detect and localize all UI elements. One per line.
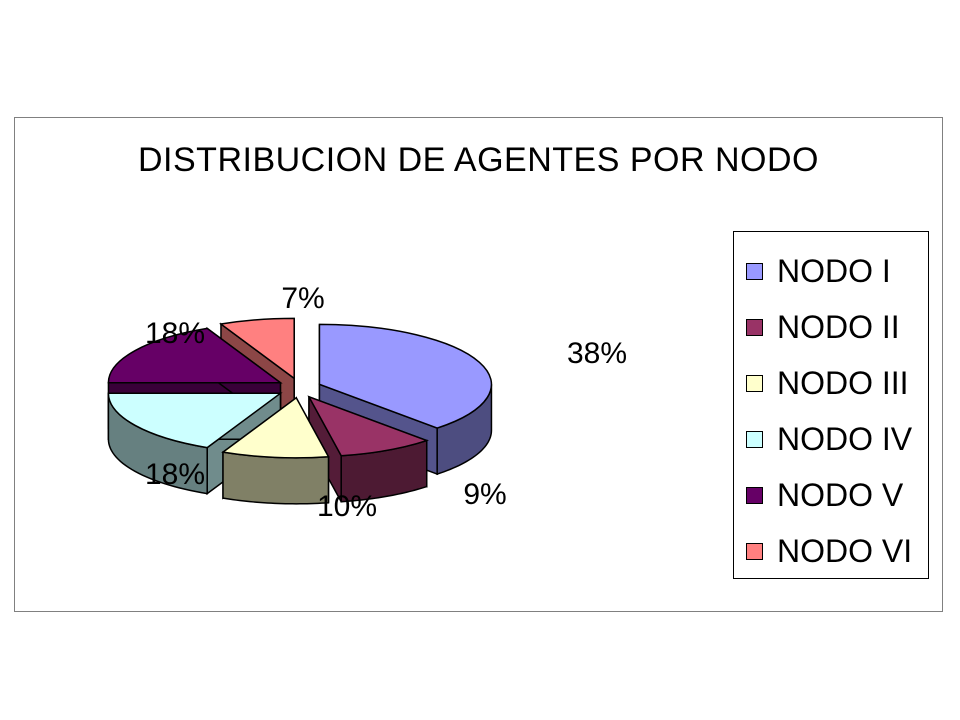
data-label-6: 7% <box>281 282 324 315</box>
legend-swatch-nodo-v <box>746 486 763 504</box>
legend-label-nodo-vi: NODO VI <box>777 532 913 569</box>
legend-swatch-nodo-iv <box>746 430 763 448</box>
pie-slice-top <box>307 395 430 457</box>
legend-item-nodo-iv: NODO IV <box>746 419 912 459</box>
pie-chart: 38% 9% 10% 18% 18% 7% <box>107 282 627 523</box>
legend-swatch-nodo-vi <box>746 542 763 560</box>
data-label-4: 18% <box>145 458 205 491</box>
legend-swatch-nodo-ii <box>746 318 763 336</box>
legend-swatch-nodo-iii <box>746 374 763 392</box>
legend-label-nodo-iii: NODO III <box>777 364 909 401</box>
chart-area: DISTRIBUCION DE AGENTES POR NODO 38% 9% 10… <box>14 117 943 612</box>
pie-slice-top <box>221 396 330 459</box>
legend-item-nodo-i: NODO I <box>746 251 891 291</box>
legend-swatch-nodo-i <box>746 262 763 280</box>
data-label-5: 18% <box>145 317 205 350</box>
legend-item-nodo-iii: NODO III <box>746 363 909 403</box>
data-label-3: 10% <box>317 490 377 523</box>
legend-label-nodo-v: NODO V <box>777 476 904 513</box>
pie-slice-top <box>107 327 283 384</box>
pie-slice-3 <box>221 396 330 505</box>
data-label-1: 38% <box>567 337 627 370</box>
pie-slice-top <box>107 392 283 449</box>
chart-title: DISTRIBUCION DE AGENTES POR NODO <box>138 141 819 179</box>
pie-slice-top <box>318 323 493 429</box>
pie-slice-top <box>219 317 295 380</box>
legend-label-nodo-ii: NODO II <box>777 308 900 345</box>
legend-item-nodo-v: NODO V <box>746 475 903 515</box>
legend-item-nodo-ii: NODO II <box>746 307 900 347</box>
pie-slice-side <box>222 451 330 505</box>
legend: NODO I NODO II NODO III NODO IV NODO V N… <box>733 231 929 579</box>
legend-label-nodo-i: NODO I <box>777 252 891 289</box>
data-label-2: 9% <box>463 478 506 511</box>
legend-label-nodo-iv: NODO IV <box>777 420 913 457</box>
legend-item-nodo-vi: NODO VI <box>746 531 912 571</box>
